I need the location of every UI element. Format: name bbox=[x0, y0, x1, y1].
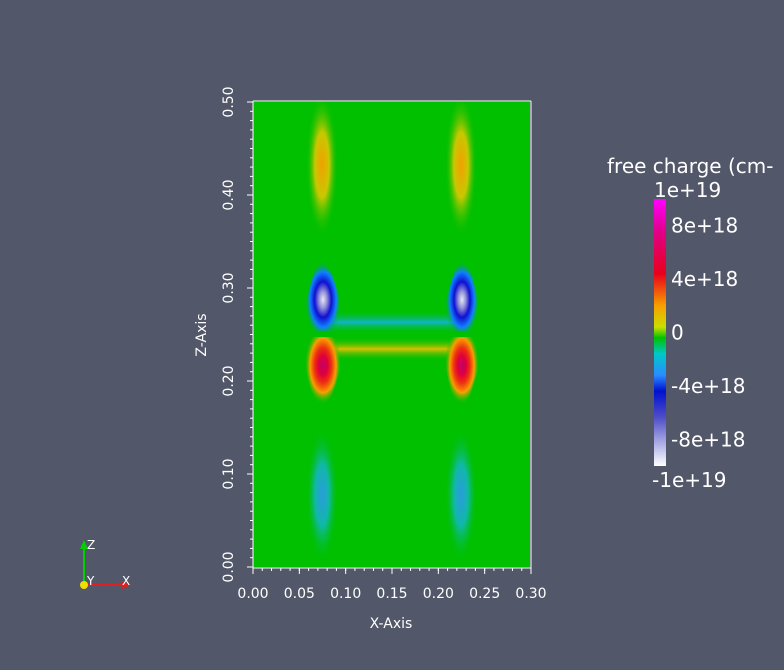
left-positive-core bbox=[306, 337, 340, 408]
z-tick-label: 0.40 bbox=[221, 179, 237, 210]
x-tick-label: 0.25 bbox=[469, 586, 500, 602]
colorbar-label: -1e+19 bbox=[652, 468, 726, 492]
triad-y-dot bbox=[80, 581, 88, 589]
z-tick-label: 0.00 bbox=[221, 551, 237, 582]
triad-x-label: X bbox=[122, 574, 130, 588]
colorbar-label: 8e+18 bbox=[671, 214, 738, 238]
colorbar-label: 1e+19 bbox=[654, 178, 721, 202]
z-tick-label: 0.10 bbox=[221, 458, 237, 489]
colorbar-label: 4e+18 bbox=[671, 267, 738, 291]
x-tick-label: 0.00 bbox=[237, 586, 268, 602]
colorbar: free charge (cm- 1e+19 8e+18 4e+18 0 -4e+18 -… bbox=[607, 154, 773, 492]
z-axis-title: Z-Axis bbox=[194, 313, 210, 356]
z-tick-label: 0.30 bbox=[221, 272, 237, 303]
colorbar-label: 0 bbox=[671, 321, 684, 345]
x-tick-label: 0.20 bbox=[423, 586, 454, 602]
bridge-positive bbox=[330, 337, 455, 361]
x-tick-label: 0.10 bbox=[330, 586, 361, 602]
colorbar-label: -8e+18 bbox=[671, 427, 745, 451]
colorbar-label: -4e+18 bbox=[671, 374, 745, 398]
z-tick-label: 0.20 bbox=[221, 365, 237, 396]
x-axis-title: X-Axis bbox=[370, 616, 413, 632]
x-tick-label: 0.30 bbox=[515, 586, 546, 602]
left-top-lobe bbox=[306, 102, 338, 237]
z-tick-label: 0.50 bbox=[221, 86, 237, 117]
field-background bbox=[253, 102, 530, 567]
triad-z-label: Z bbox=[87, 538, 95, 552]
orientation-axes-triad: Z Y X bbox=[80, 538, 131, 589]
heatmap-field bbox=[253, 102, 530, 567]
left-negative-core bbox=[306, 260, 340, 332]
right-top-lobe bbox=[445, 102, 477, 237]
z-axis-ticks: 0.00 0.10 0.20 0.30 0.40 0.50 bbox=[221, 86, 253, 583]
bridge-negative bbox=[330, 310, 455, 334]
colorbar-title: free charge (cm- bbox=[607, 154, 773, 178]
triad-y-label: Y bbox=[86, 574, 95, 588]
x-tick-label: 0.05 bbox=[284, 586, 315, 602]
right-positive-core bbox=[446, 337, 478, 408]
colorbar-gradient bbox=[654, 199, 666, 466]
right-bottom-lobe bbox=[445, 427, 477, 563]
x-axis-ticks: 0.00 0.05 0.10 0.15 0.20 0.25 0.30 bbox=[237, 568, 547, 602]
x-tick-label: 0.15 bbox=[376, 586, 407, 602]
right-negative-core bbox=[446, 260, 478, 332]
triad-x-arrow bbox=[122, 581, 131, 589]
triad-z-arrow bbox=[80, 540, 88, 549]
left-bottom-lobe bbox=[306, 427, 338, 563]
